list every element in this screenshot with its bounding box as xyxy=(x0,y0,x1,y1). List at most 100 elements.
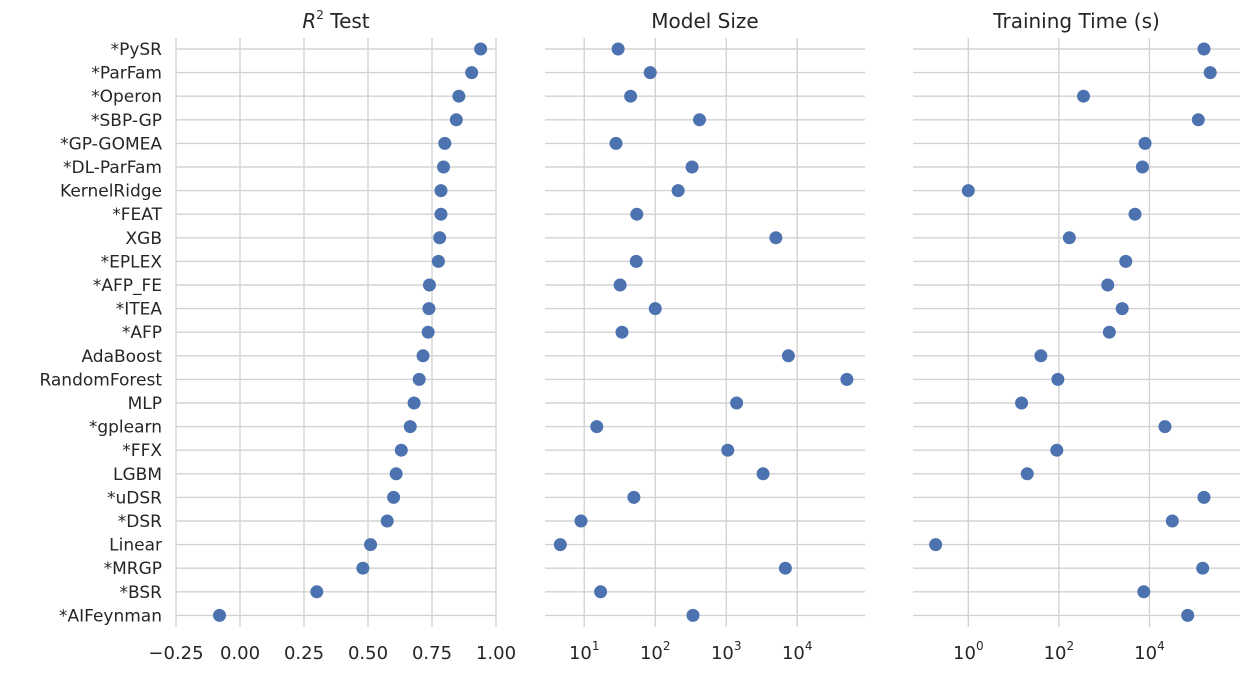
x-tick-label: 104 xyxy=(782,639,813,664)
category-label: Linear xyxy=(109,536,162,556)
data-point xyxy=(624,89,638,103)
data-point xyxy=(422,302,436,316)
data-point xyxy=(1158,420,1172,434)
x-tick-label: 0.25 xyxy=(284,643,324,664)
data-point xyxy=(1051,372,1065,386)
data-point xyxy=(474,42,488,56)
data-point xyxy=(781,349,795,363)
data-point xyxy=(594,585,608,599)
category-label: *gplearn xyxy=(89,418,162,438)
data-point xyxy=(840,372,854,386)
data-point xyxy=(961,184,975,198)
data-point xyxy=(1077,89,1091,103)
category-label: *SBP-GP xyxy=(91,111,162,131)
x-tick-label: 0.00 xyxy=(220,643,260,664)
data-point xyxy=(1119,254,1133,268)
panel-title: Training Time (s) xyxy=(992,9,1160,33)
data-point xyxy=(433,231,447,245)
data-point xyxy=(364,538,378,552)
data-point xyxy=(465,66,479,80)
data-point xyxy=(421,325,435,339)
data-point xyxy=(1050,443,1064,457)
data-point xyxy=(1181,608,1195,622)
data-point xyxy=(730,396,744,410)
data-point xyxy=(686,608,700,622)
x-tick-label: 101 xyxy=(569,639,600,664)
data-point xyxy=(1197,490,1211,504)
data-point xyxy=(394,443,408,457)
data-point xyxy=(437,160,451,174)
data-point xyxy=(452,89,466,103)
category-label: RandomForest xyxy=(39,370,162,390)
data-point xyxy=(629,254,643,268)
data-point xyxy=(627,490,641,504)
data-point xyxy=(310,585,324,599)
data-point xyxy=(685,160,699,174)
data-point xyxy=(387,490,401,504)
category-label: *EPLEX xyxy=(101,252,163,272)
data-point xyxy=(1020,467,1034,481)
data-point xyxy=(1101,278,1115,292)
data-point xyxy=(431,254,445,268)
data-point xyxy=(422,278,436,292)
category-label: *uDSR xyxy=(107,488,162,508)
category-label: *Operon xyxy=(91,87,162,107)
data-point xyxy=(778,561,792,575)
x-tick-label: 103 xyxy=(711,639,742,664)
x-tick-labels: −0.25 0.00 0.25 0.50 0.75 1.00 101 102 103 104 100… xyxy=(148,639,1164,664)
data-point xyxy=(449,113,463,127)
category-label: *FEAT xyxy=(112,205,162,225)
data-point xyxy=(671,184,685,198)
data-point xyxy=(615,325,629,339)
data-point xyxy=(630,207,644,221)
category-label: *BSR xyxy=(120,583,163,603)
data-point xyxy=(769,231,783,245)
data-point xyxy=(213,608,227,622)
category-label: *FFX xyxy=(122,441,162,461)
data-point xyxy=(412,372,426,386)
data-point xyxy=(1191,113,1205,127)
data-point xyxy=(1102,325,1116,339)
category-label: *MRGP xyxy=(104,559,162,579)
data-point xyxy=(1135,160,1149,174)
category-label: *ITEA xyxy=(116,300,163,320)
data-point xyxy=(574,514,588,528)
data-point xyxy=(403,420,417,434)
data-point xyxy=(1138,136,1152,150)
x-tick-label: 104 xyxy=(1134,639,1165,664)
data-point xyxy=(1203,66,1217,80)
category-label: *AFP xyxy=(122,323,162,343)
category-label: *DSR xyxy=(118,512,162,532)
panel-title: R2 Test xyxy=(302,8,369,33)
x-tick-label: 102 xyxy=(640,639,671,664)
data-point xyxy=(613,278,627,292)
data-point xyxy=(1137,585,1151,599)
category-labels: *PySR *ParFam *Operon *SBP-GP *GP-GOMEA *DL-P… xyxy=(39,40,162,626)
x-tick-label: 100 xyxy=(953,639,984,664)
data-point xyxy=(1062,231,1076,245)
data-point xyxy=(434,184,448,198)
grid-layer xyxy=(175,38,1240,627)
category-label: KernelRidge xyxy=(60,182,162,202)
category-label: *ParFam xyxy=(91,64,162,84)
data-point xyxy=(1165,514,1179,528)
panel-titles: R2 Test Model Size Training Time (s) xyxy=(302,8,1159,33)
category-label: LGBM xyxy=(113,465,162,485)
category-label: *AIFeynman xyxy=(59,606,162,626)
category-label: *GP-GOMEA xyxy=(60,134,162,154)
x-tick-label: 102 xyxy=(1044,639,1075,664)
category-label: *PySR xyxy=(111,40,163,60)
data-point xyxy=(389,467,403,481)
data-point xyxy=(693,113,707,127)
data-point xyxy=(407,396,421,410)
data-point xyxy=(1015,396,1029,410)
data-point xyxy=(1034,349,1048,363)
x-tick-label: 0.50 xyxy=(348,643,388,664)
category-label: AdaBoost xyxy=(81,347,162,367)
data-point xyxy=(721,443,735,457)
data-point xyxy=(756,467,770,481)
x-tick-label: 1.00 xyxy=(476,643,516,664)
data-point xyxy=(609,136,623,150)
data-point xyxy=(590,420,604,434)
data-point xyxy=(1115,302,1129,316)
